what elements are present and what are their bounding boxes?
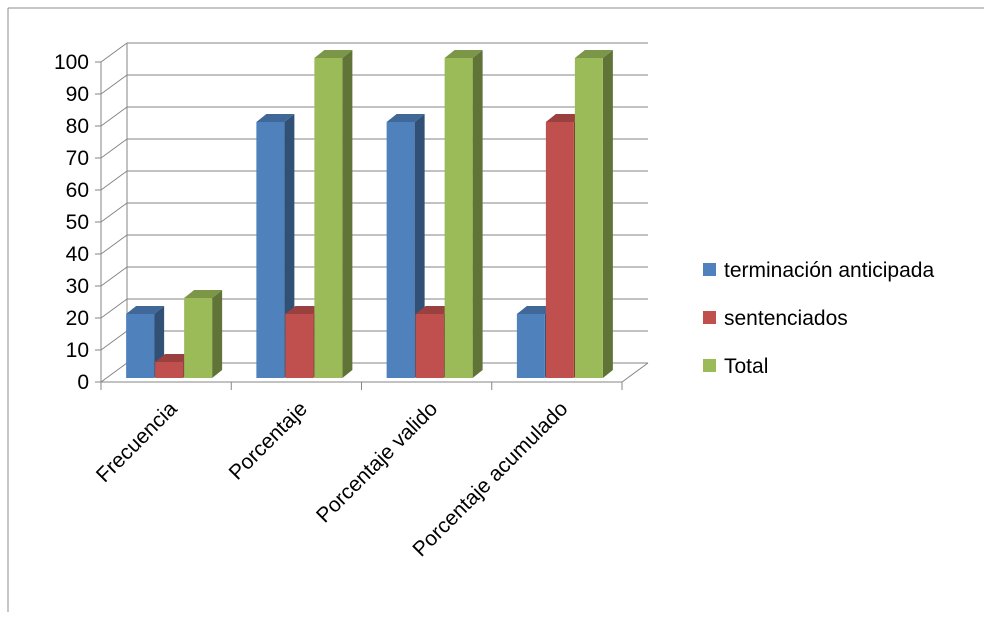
bar [574,50,613,378]
bar-front [256,122,285,378]
y-tick-label: 60 [66,179,89,202]
legend-label: Total [724,355,768,378]
x-tick-label: Porcentaje valido [312,397,442,527]
y-tick-label: 80 [66,115,89,138]
bar-front [184,298,213,378]
bar [386,114,425,378]
legend: terminación anticipada sentenciados Total [703,259,934,378]
bar-front [574,58,603,378]
gridline-depth [100,330,128,351]
legend-label: sentenciados [724,307,848,330]
y-tick-label: 40 [66,243,89,266]
bar-top [415,306,454,314]
y-tick-label: 50 [66,211,89,234]
y-tick-label: 70 [66,147,89,170]
gridline-depth [100,138,128,159]
x-tick-label: Porcentaje [225,397,312,484]
bar-top [155,354,194,362]
bar-top [314,50,353,58]
bar-side [212,290,223,378]
bar-side [602,50,613,378]
gridline-depth [100,298,128,319]
bar-front [285,314,314,378]
bar-front [545,122,574,378]
bar-side [472,50,483,378]
y-tick-label: 10 [66,339,89,362]
y-tick-label: 30 [66,275,89,298]
bar [184,290,223,378]
bar-front [415,314,444,378]
y-tick-label: 100 [54,51,89,74]
bar-front [155,362,184,378]
gridline-depth [100,42,128,63]
legend-swatch [703,359,716,372]
bar-top [386,114,425,122]
y-tick-label: 20 [66,307,89,330]
bar-top [126,306,165,314]
bar-top [256,114,295,122]
bar-top [444,50,483,58]
bar-top [184,290,223,298]
bar [444,50,483,378]
gridline-depth [100,170,128,191]
bar-top [574,50,613,58]
gridline-depth [100,266,128,287]
y-tick-label: 0 [77,371,89,394]
x-tick-label: Frecuencia [92,397,182,487]
bar-top [516,306,555,314]
gridline-depth [100,234,128,255]
gridline-depth [100,74,128,95]
plot-area: 0 10 20 30 40 50 60 70 80 90 100 Frecuencia Porcenta… [54,42,649,561]
bar [314,50,353,378]
bar-front [126,314,155,378]
legend-swatch [703,263,716,276]
bar-front [444,58,473,378]
bar-front [386,122,415,378]
gridline-depth [100,362,128,383]
legend-label: terminación anticipada [724,259,934,282]
bar-front [516,314,545,378]
gridline-depth [100,202,128,223]
legend-swatch [703,311,716,324]
bar-front [314,58,343,378]
floor-edge [621,362,649,383]
bar-top [285,306,324,314]
y-tick-label: 90 [66,83,89,106]
bar-top [545,114,584,122]
gridline-depth [100,106,128,127]
bar-side [342,50,353,378]
